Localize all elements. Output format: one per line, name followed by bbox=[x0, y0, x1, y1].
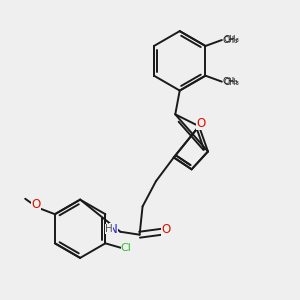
Text: CH₃: CH₃ bbox=[223, 78, 239, 87]
Text: CH₃: CH₃ bbox=[223, 77, 238, 86]
Text: O: O bbox=[196, 117, 206, 130]
Text: O: O bbox=[161, 224, 171, 236]
Text: H: H bbox=[105, 224, 113, 234]
Text: CH₃: CH₃ bbox=[223, 35, 239, 44]
Text: O: O bbox=[31, 198, 40, 211]
Text: N: N bbox=[110, 223, 118, 236]
Text: CH₃: CH₃ bbox=[223, 35, 238, 44]
Text: Cl: Cl bbox=[121, 243, 132, 254]
